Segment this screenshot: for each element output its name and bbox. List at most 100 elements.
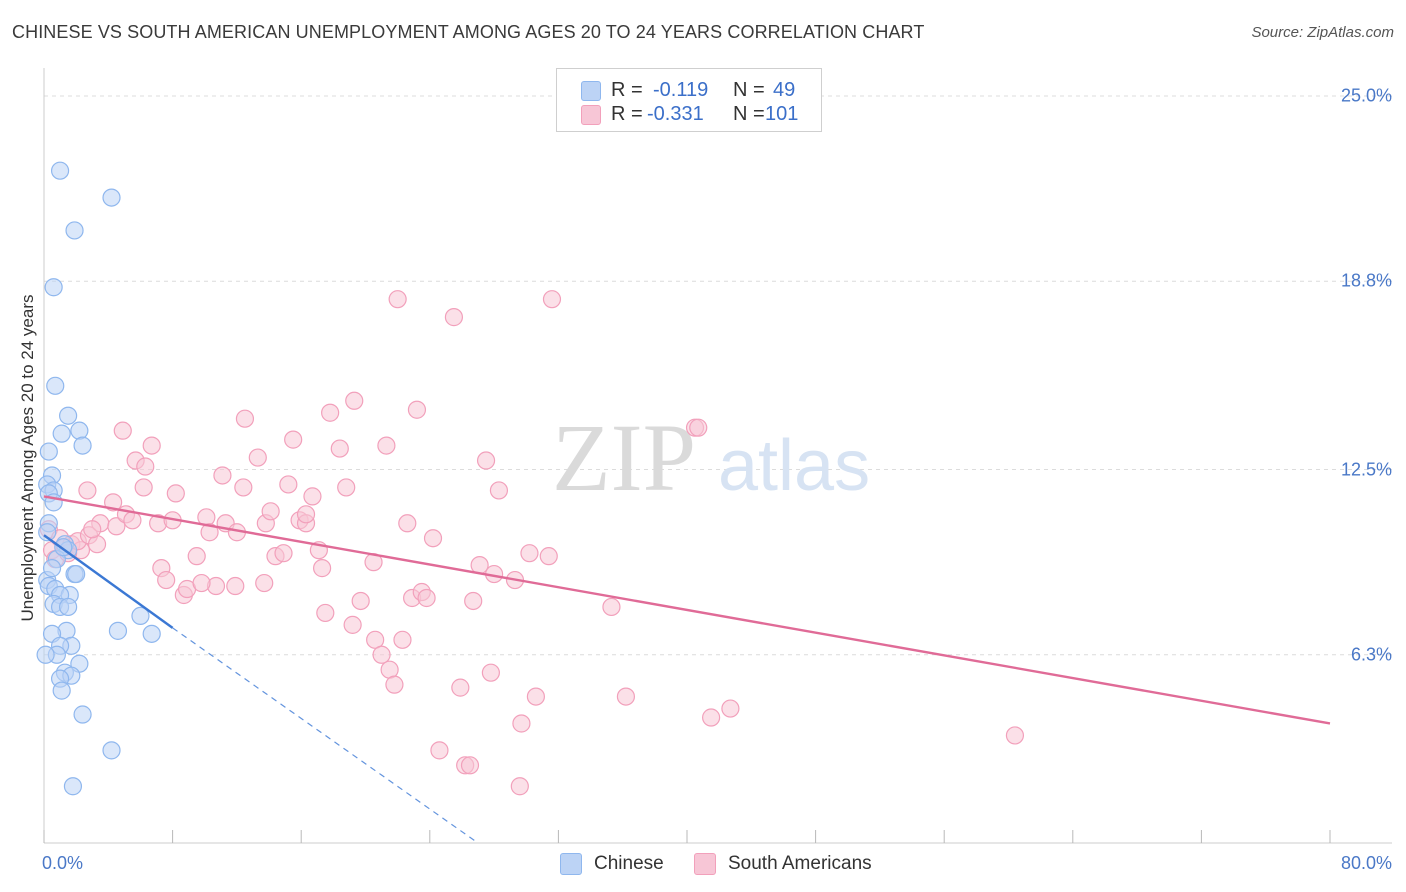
point-south-americans [343,615,362,634]
point-south-americans [113,421,132,440]
point-chinese [36,645,55,664]
point-south-americans [316,603,335,623]
point-chinese [39,442,58,461]
watermark-atlas: atlas [718,426,870,506]
x-tick-label-min: 0.0% [42,853,84,873]
grid-lines [44,95,1392,656]
point-south-americans [702,708,721,727]
point-south-americans [512,714,531,733]
point-south-americans [464,591,483,611]
point-south-americans [460,756,480,775]
point-chinese [42,559,62,578]
stats-n-label: N = [733,79,765,101]
point-south-americans [107,517,126,536]
stats-n-label: N = [733,103,765,125]
point-south-americans [444,308,464,327]
point-south-americans [542,290,562,309]
point-south-americans [123,511,142,530]
point-south-americans [192,573,211,593]
point-south-americans [200,523,219,542]
point-chinese [44,278,63,297]
y-tick-label: 25.0% [1340,85,1392,106]
point-south-americans [398,514,417,533]
point-south-americans [539,547,558,566]
point-chinese [67,564,86,584]
point-south-americans [104,493,123,512]
stats-swatch-south-americans [581,105,601,125]
y-tick-label: 6.3% [1350,644,1392,665]
chart-title: CHINESE VS SOUTH AMERICAN UNEMPLOYMENT A… [12,22,925,42]
stats-r-label: R = [611,103,643,125]
point-chinese [38,523,57,542]
point-south-americans [136,457,155,476]
legend-label-chinese: Chinese [594,853,664,874]
legend-swatch-south-americans [694,853,716,875]
point-south-americans [616,687,636,706]
point-chinese [59,597,78,617]
point-chinese [102,741,121,760]
point-south-americans [226,576,245,596]
point-south-americans [142,436,161,455]
trend-line-south-americans [43,495,1331,725]
point-south-americans [234,478,253,497]
point-south-americans [417,588,436,608]
watermark: ZIP atlas [552,404,870,511]
trend-line-chinese-extrapolated [172,627,479,844]
point-south-americans [284,430,303,449]
point-south-americans [366,630,385,649]
point-chinese [70,421,89,440]
point-south-americans [481,663,500,682]
point-south-americans [312,559,332,578]
point-south-americans [345,391,364,410]
y-tick-label: 18.8% [1340,270,1392,291]
watermark-zip: ZIP [552,404,696,511]
point-south-americans [321,403,340,422]
point-chinese [131,606,150,626]
stats-r-value: -0.331 [647,103,704,125]
point-south-americans [134,478,153,497]
stats-r-label: R = [611,79,643,101]
y-tick-label: 12.5% [1340,459,1392,479]
point-south-americans [451,678,470,697]
trend-lines [43,495,1331,844]
point-chinese [59,406,78,425]
point-south-americans [385,675,404,694]
point-chinese [73,705,92,724]
legend-swatch-chinese [560,853,582,875]
point-south-americans [510,777,529,796]
point-south-americans [602,597,621,617]
point-south-americans [261,502,280,521]
stats-n-value: 49 [773,79,796,101]
point-south-americans [303,487,322,506]
point-south-americans [330,439,349,458]
point-chinese [63,777,83,796]
stats-r-value: -0.119 [653,79,709,101]
point-south-americans [476,451,496,470]
stats-box: R = -0.119 N = 49 R = -0.331 N = 101 [556,68,822,132]
point-south-americans [279,475,298,494]
point-chinese [108,621,128,640]
point-south-americans [83,520,102,539]
point-south-americans [388,290,407,309]
point-south-americans [430,741,449,760]
point-south-americans [377,436,396,455]
point-south-americans [166,484,185,503]
point-south-americans [235,409,255,428]
point-south-americans [489,481,509,500]
point-south-americans [721,699,740,718]
point-chinese [65,221,84,240]
point-south-americans [274,544,293,563]
point-south-americans [689,418,708,437]
point-south-americans [351,591,370,611]
chart-source: Source: ZipAtlas.com [1251,24,1394,41]
stats-n-value: 101 [765,103,799,125]
point-south-americans [157,570,176,590]
point-south-americans [248,448,267,467]
point-south-americans [255,573,274,593]
point-chinese [46,376,65,395]
point-chinese [73,436,92,455]
point-south-americans [78,481,97,500]
point-south-americans [407,400,427,419]
legend-label-south-americans: South Americans [728,853,872,874]
